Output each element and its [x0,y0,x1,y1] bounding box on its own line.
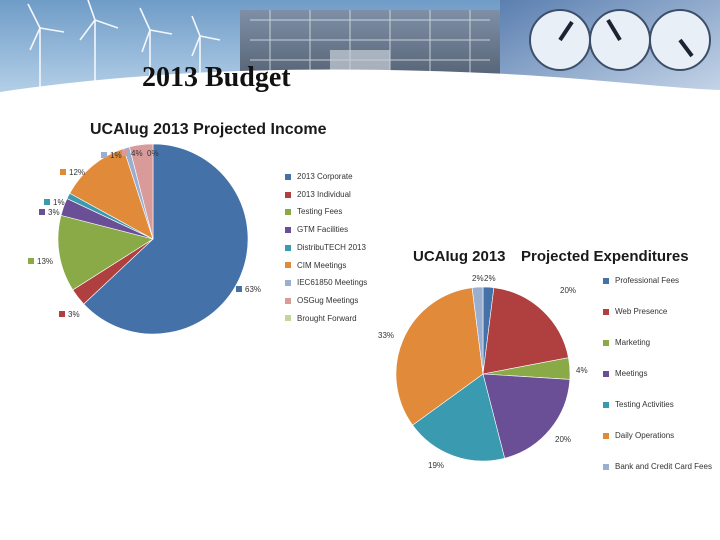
legend-label: OSGug Meetings [297,295,359,305]
legend-swatch [285,209,291,216]
data-label-iec61850-meetings: 1% [110,151,122,160]
income-legend: 2013 Corporate 2013 Individual Testing Fee… [285,172,385,327]
legend-label: 2013 Corporate [297,172,353,181]
slide-title: 2013 Budget [142,62,291,93]
expenditure-pie-chart: 2% 20% 4% 20% 19% 33% 2% [378,274,588,470]
legend-item-marketing: Marketing [603,338,650,347]
legend-item-testing-fees: Testing Fees [285,207,342,216]
expenditure-chart-title-part-2: Projected Expenditures [521,248,689,265]
legend-label: CIM Meetings [297,260,347,270]
data-label-testing-activities: 19% [428,461,444,470]
data-label-gtm-facilities: 3% [48,208,60,217]
data-label-marker-cim-meetings [60,169,66,175]
pie-slice-web-presence [482,287,569,375]
banner [0,0,720,100]
legend-swatch [285,262,291,269]
legend-item-web-presence: Web Presence [603,307,667,316]
data-label-marker-testing-fees [28,258,34,264]
pie-slice-2013-corporate [83,143,249,335]
income-chart-title: UCAIug 2013 Projected Income [90,121,327,138]
data-label-testing-fees: 13% [37,257,53,266]
data-label-marker-2013-corporate [236,286,242,292]
legend-label: Testing Fees [297,207,343,217]
legend-item-distributech-2013: DistribuTECH 2013 [285,243,366,252]
legend-label: GTM Facilities [297,225,349,235]
data-label-meetings: 20% [555,435,571,444]
legend-label: Web Presence [615,307,668,316]
data-label-web-presence: 20% [560,286,576,295]
legend-item-gtm-facilities: GTM Facilities [285,225,348,234]
legend-item-daily-operations: Daily Operations [603,431,674,440]
legend-item-meetings: Meetings [603,369,647,378]
legend-swatch [603,432,609,439]
expenditure-chart-title-part-1: UCAIug 2013 [413,248,506,265]
legend-item-2013-individual: 2013 Individual [285,190,351,199]
data-label-marker-osgug-meetings [122,150,128,156]
data-label-bank-and-credit-card-fees: 2% [472,274,484,283]
pie-slice-bank-and-credit-card-fees [471,286,484,375]
legend-label: Brought Forward [297,313,357,323]
legend-swatch [285,191,291,198]
legend-label: Bank and Credit Card Fees [615,462,712,471]
data-label-marker-2013-individual [59,311,65,317]
legend-swatch [603,463,609,470]
legend-item-brought-forward: Brought Forward [285,314,357,323]
legend-swatch [285,226,291,233]
legend-swatch [285,315,291,322]
legend-swatch [285,173,291,180]
pie-slice-testing-fees [57,215,154,291]
pie-slice-meetings [482,373,571,459]
legend-swatch [285,244,291,251]
data-label-2013-corporate: 63% [245,285,261,294]
legend-label: 2013 Individual [297,189,351,199]
expenditure-legend: Professional Fees Web Presence Marketing Me… [603,276,718,476]
income-pie-chart: 63%3%13%3%1%12%1% 4% 0% [28,143,261,335]
legend-swatch [603,370,609,377]
legend-swatch [603,401,609,408]
legend-swatch [603,308,609,315]
data-label-cim-meetings: 12% [69,168,85,177]
data-label-marketing: 4% [576,366,588,375]
legend-item-2013-corporate: 2013 Corporate [285,172,353,181]
legend-label: DistribuTECH 2013 [297,242,366,252]
data-label-daily-operations: 33% [378,331,394,340]
pie-slice-testing-activities [412,373,506,462]
legend-item-bank-and-credit-card-fees: Bank and Credit Card Fees [603,462,712,471]
data-label-marker-iec61850-meetings [101,152,107,158]
data-label-2013-individual: 3% [68,310,80,319]
legend-swatch [603,277,609,284]
legend-label: Meetings [615,369,648,378]
pie-slice-daily-operations [395,287,484,426]
legend-swatch [285,280,291,287]
data-label-marker-gtm-facilities [39,209,45,215]
data-label-brought-forward: 0% [147,149,159,158]
legend-item-cim-meetings: CIM Meetings [285,261,346,270]
pie-slice-osgug-meetings [129,143,154,240]
data-label-distributech-2013: 1% [53,198,65,207]
legend-item-osgug-meetings: OSGug Meetings [285,296,358,305]
data-label-professional-fees: 2% [484,274,496,283]
legend-item-professional-fees: Professional Fees [603,276,679,285]
legend-swatch [285,297,291,304]
legend-label: IEC61850 Meetings [297,278,368,288]
data-label-osgug-meetings: 4% [131,149,143,158]
data-label-marker-distributech-2013 [44,199,50,205]
legend-label: Testing Activities [615,400,674,409]
legend-swatch [603,339,609,346]
legend-label: Daily Operations [615,431,675,440]
pie-slice-cim-meetings [69,148,154,240]
legend-item-testing-activities: Testing Activities [603,400,674,409]
legend-item-iec61850-meetings: IEC61850 Meetings [285,278,367,287]
legend-label: Marketing [615,338,651,347]
legend-label: Professional Fees [615,276,680,285]
